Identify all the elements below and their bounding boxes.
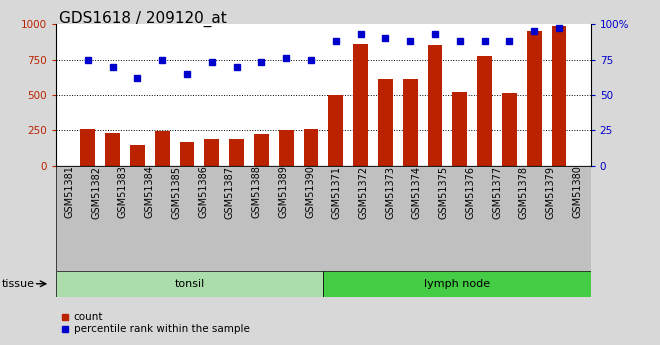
Bar <box>130 145 145 166</box>
Text: GSM51382: GSM51382 <box>91 166 101 219</box>
Text: lymph node: lymph node <box>424 279 490 289</box>
Bar <box>403 79 418 166</box>
Bar <box>279 130 294 166</box>
Text: GSM51390: GSM51390 <box>305 166 315 218</box>
Text: GSM51374: GSM51374 <box>412 166 422 219</box>
Bar <box>329 95 343 166</box>
Bar <box>81 129 95 166</box>
Text: GSM51378: GSM51378 <box>519 166 529 219</box>
Text: GSM51379: GSM51379 <box>546 166 556 219</box>
Text: GSM51383: GSM51383 <box>118 166 128 218</box>
Bar <box>552 26 566 166</box>
Bar <box>56 271 323 297</box>
Text: GSM51384: GSM51384 <box>145 166 154 218</box>
Legend: count, percentile rank within the sample: count, percentile rank within the sample <box>61 312 249 334</box>
Text: GSM51386: GSM51386 <box>198 166 208 218</box>
Bar <box>254 135 269 166</box>
Text: GSM51372: GSM51372 <box>358 166 368 219</box>
Text: GSM51385: GSM51385 <box>172 166 182 219</box>
Bar <box>452 92 467 166</box>
Text: GSM51373: GSM51373 <box>385 166 395 219</box>
Text: GSM51387: GSM51387 <box>225 166 235 219</box>
Bar <box>205 139 219 166</box>
Bar <box>180 142 195 166</box>
Bar <box>105 133 120 166</box>
Text: GSM51377: GSM51377 <box>492 166 502 219</box>
Bar <box>502 93 517 166</box>
Bar <box>323 271 591 297</box>
Text: tonsil: tonsil <box>175 279 205 289</box>
Bar <box>428 45 442 166</box>
Text: tissue: tissue <box>2 279 35 289</box>
Text: GSM51381: GSM51381 <box>65 166 75 218</box>
Bar <box>304 129 318 166</box>
Text: GSM51380: GSM51380 <box>572 166 582 218</box>
Text: GSM51388: GSM51388 <box>251 166 261 218</box>
Bar <box>56 166 591 271</box>
Bar <box>229 139 244 166</box>
Bar <box>155 130 170 166</box>
Text: GSM51371: GSM51371 <box>332 166 342 219</box>
Text: GSM51389: GSM51389 <box>279 166 288 218</box>
Bar <box>477 56 492 166</box>
Text: GSM51376: GSM51376 <box>465 166 475 219</box>
Bar <box>527 31 542 166</box>
Bar <box>353 44 368 166</box>
Text: GDS1618 / 209120_at: GDS1618 / 209120_at <box>59 10 227 27</box>
Text: GSM51375: GSM51375 <box>439 166 449 219</box>
Bar <box>378 79 393 166</box>
